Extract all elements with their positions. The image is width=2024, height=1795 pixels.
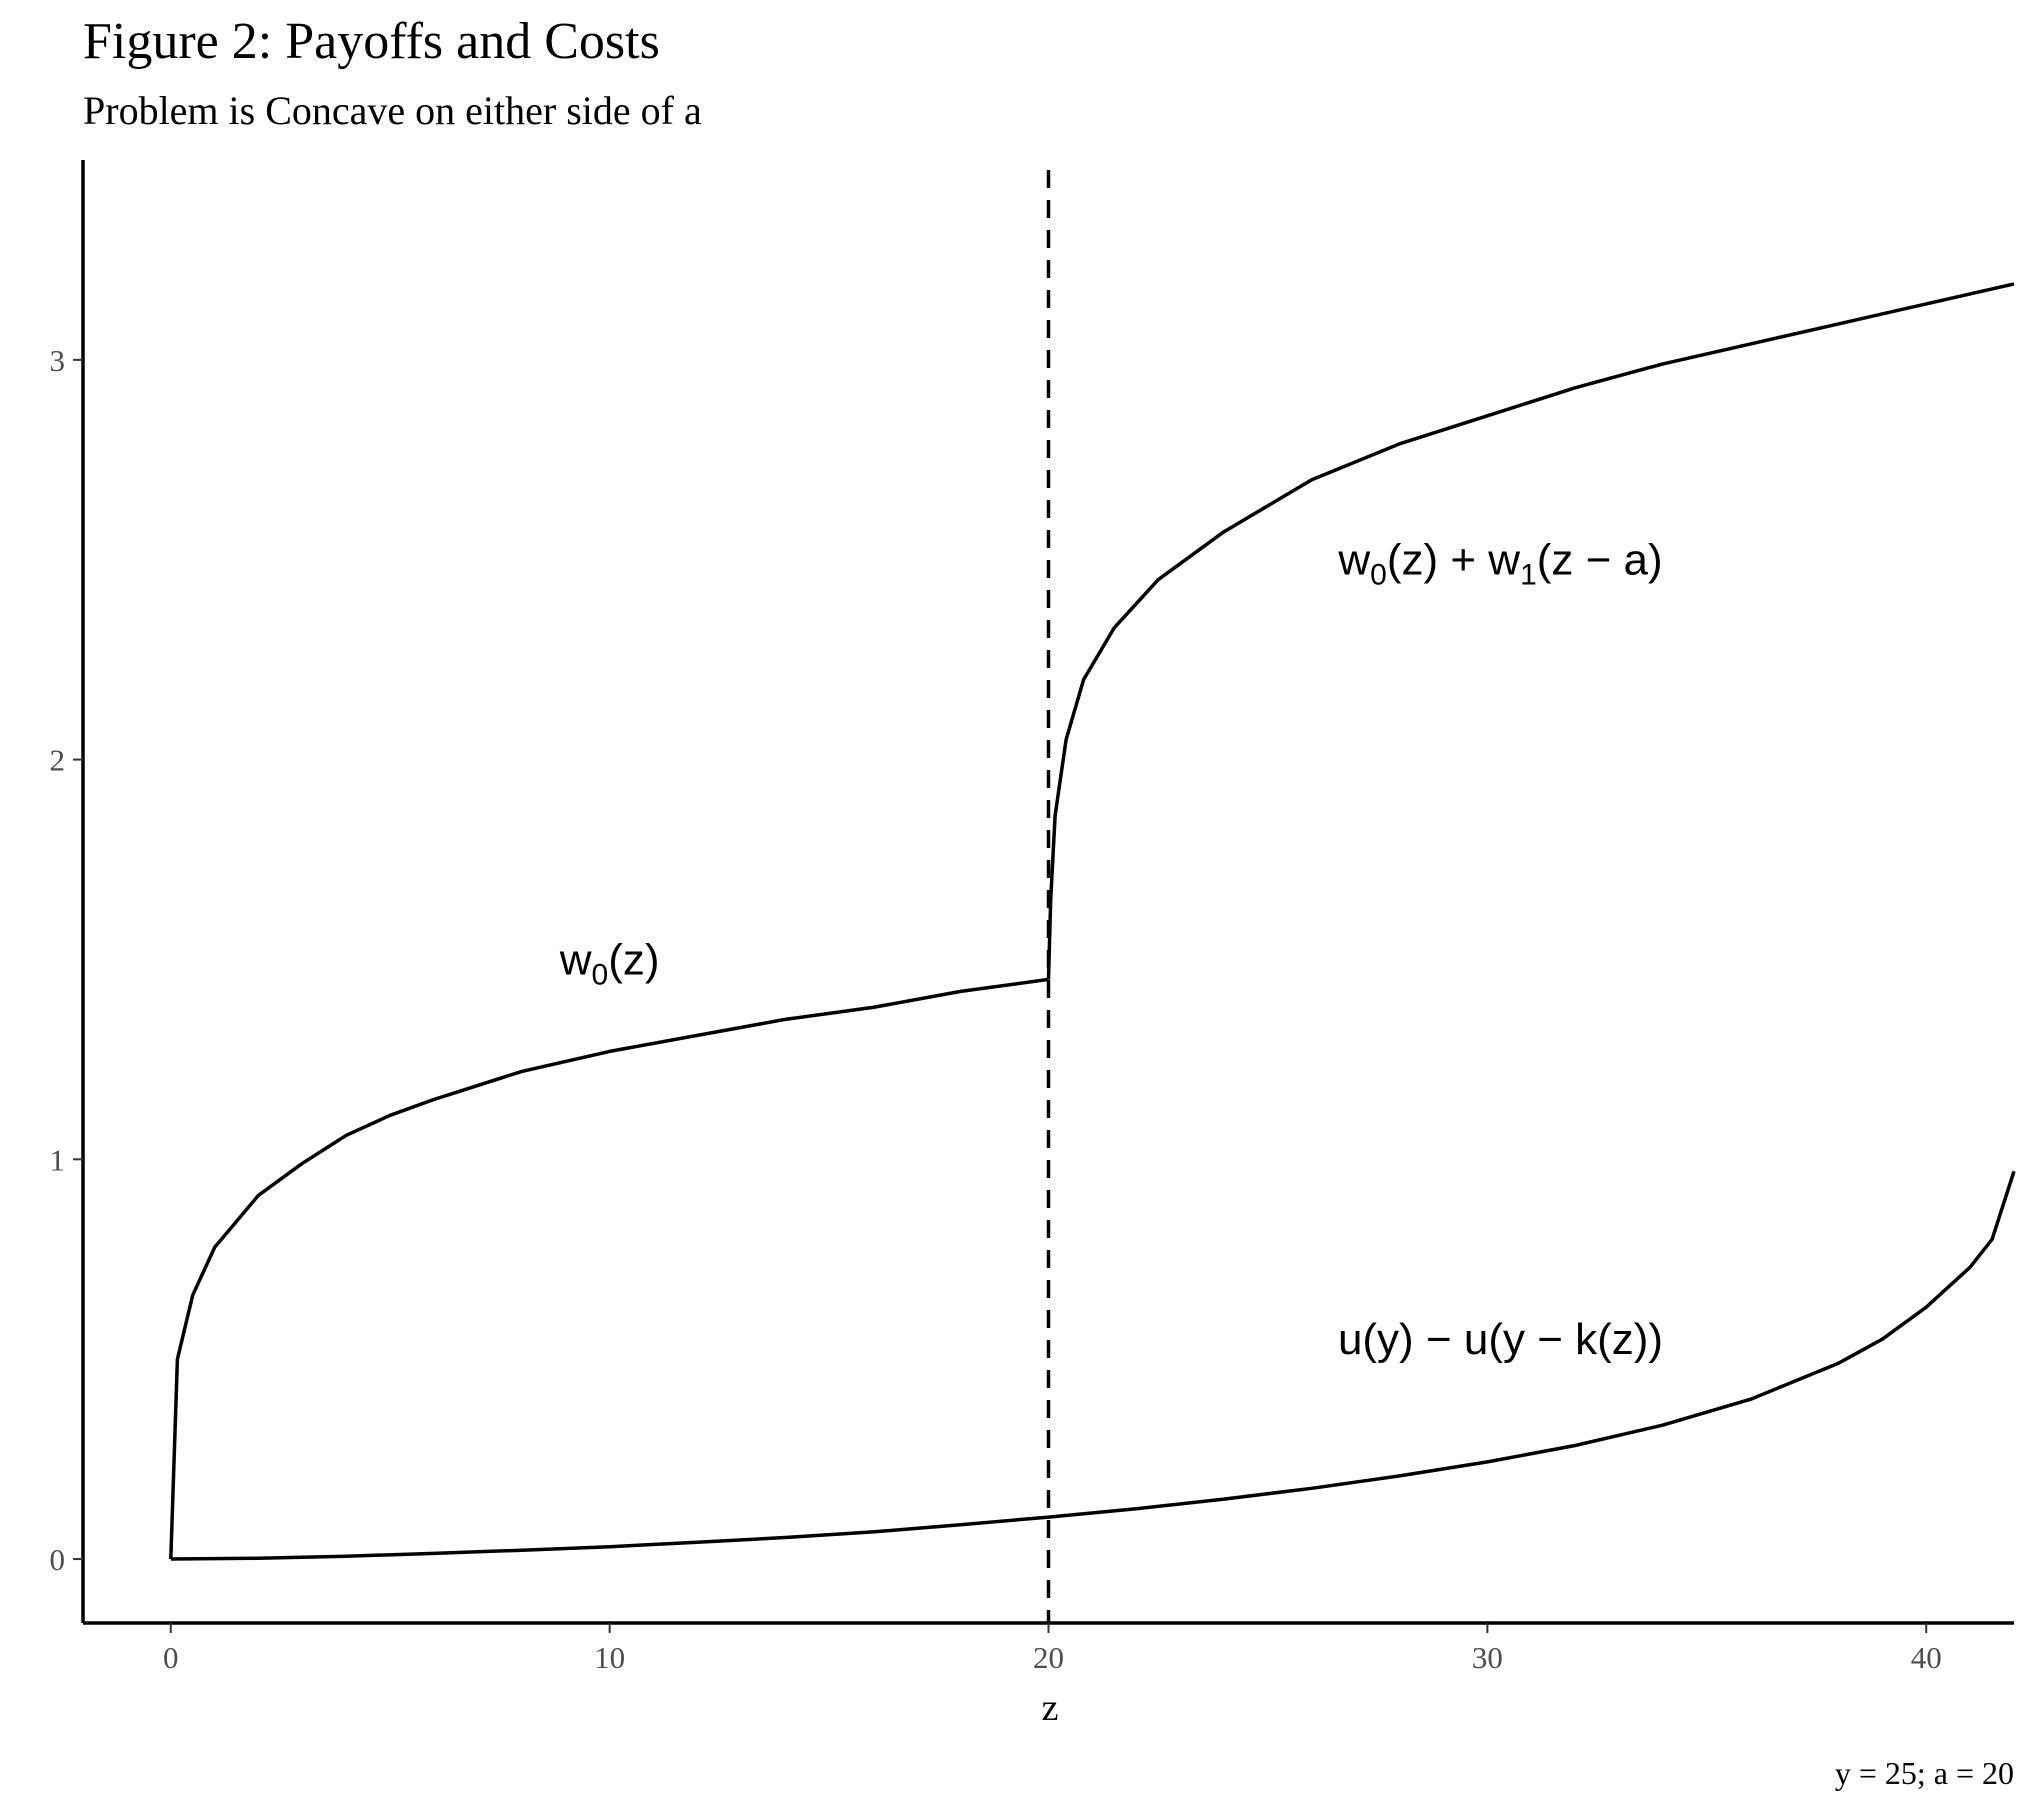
annotation-2: w0(z) + w1(z − a) <box>1337 536 1662 592</box>
annotation-3: u(y) − u(y − k(z)) <box>1338 1315 1663 1364</box>
x-tick-label: 40 <box>1911 1640 1942 1675</box>
x-tick-label: 30 <box>1472 1640 1503 1675</box>
x-tick-label: 10 <box>594 1640 625 1675</box>
y-tick-label: 2 <box>50 743 66 778</box>
series-line-3 <box>170 1170 2016 1561</box>
x-tick-label: 20 <box>1033 1640 1064 1675</box>
y-tick-label: 3 <box>50 343 66 378</box>
annotations: w0(z) w0(z) + w1(z − a) u(y) − u(y − k(z)) <box>559 536 1663 1364</box>
series-line-1 <box>169 977 1049 1560</box>
axes: 0 10 20 30 40 0 1 2 3 <box>50 160 2014 1675</box>
chart-title: Figure 2: Payoffs and Costs <box>83 13 660 70</box>
x-tick-label: 0 <box>163 1640 179 1675</box>
annotation-1: w0(z) <box>559 935 660 991</box>
series-lines <box>169 282 2016 1561</box>
chart-subtitle: Problem is Concave on either side of a <box>83 88 702 133</box>
y-tick-label: 1 <box>50 1142 66 1177</box>
y-tick-label: 0 <box>50 1542 66 1577</box>
x-axis-title: z <box>1042 1687 1059 1729</box>
series-line-2 <box>1046 282 2015 980</box>
chart-caption: y = 25; a = 20 <box>1835 1755 2014 1791</box>
